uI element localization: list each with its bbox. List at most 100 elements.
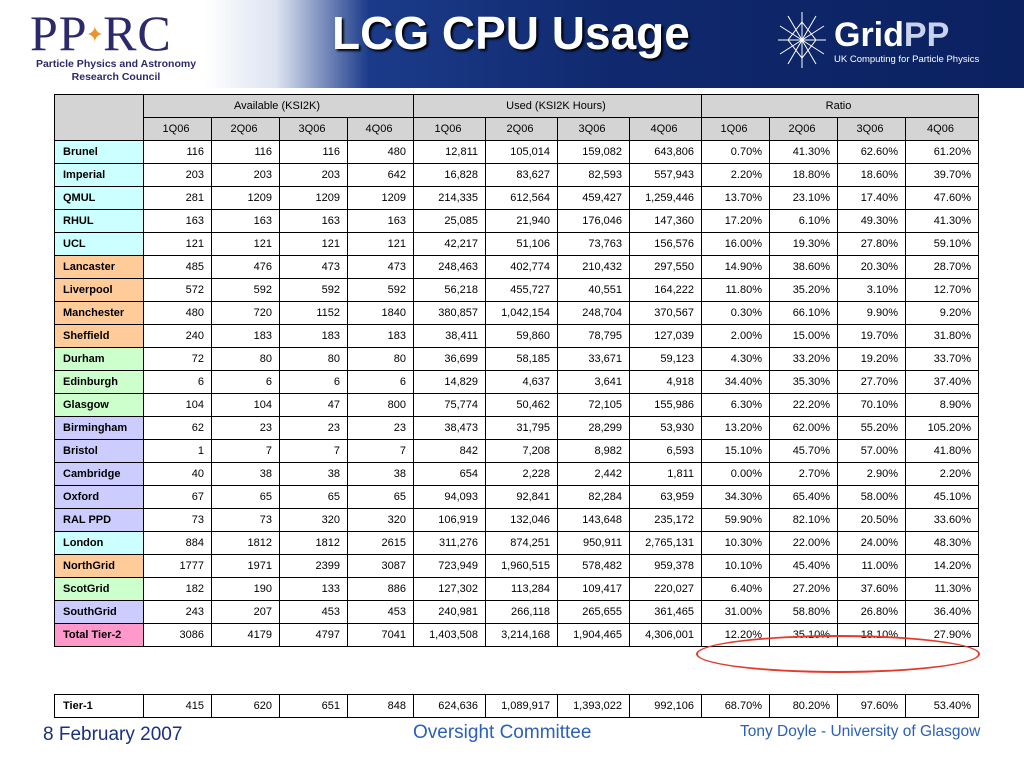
ratio-value-cell: 33.20%: [769, 347, 838, 371]
site-name-cell: Oxford: [54, 485, 144, 509]
site-name-cell: QMUL: [54, 186, 144, 210]
available-value-cell: 1209: [211, 186, 280, 210]
ratio-value-cell: 2.90%: [837, 462, 906, 486]
group-header-row: Available (KSI2K) Used (KSI2K Hours) Rat…: [54, 94, 979, 141]
used-value-cell: 92,841: [485, 485, 558, 509]
used-value-cell: 38,473: [413, 416, 486, 440]
table-row: Brunel 116 116 116 480 12,811 105,014 159,082 64…: [54, 140, 979, 164]
site-name-cell: NorthGrid: [54, 554, 144, 578]
available-value-cell: 240: [143, 324, 212, 348]
used-value-cell: 624,636: [413, 694, 486, 718]
used-value-cell: 248,704: [557, 301, 630, 325]
pparc-logo: PP✦RC Particle Physics and Astronomy Res…: [30, 8, 210, 84]
used-value-cell: 210,432: [557, 255, 630, 279]
available-value-cell: 67: [143, 485, 212, 509]
used-value-cell: 73,763: [557, 232, 630, 256]
ratio-value-cell: 6.10%: [769, 209, 838, 233]
used-value-cell: 7,208: [485, 439, 558, 463]
available-value-cell: 104: [143, 393, 212, 417]
table-row: RAL PPD 73 73 320 320 106,919 132,046 143,648 23…: [54, 508, 979, 532]
used-value-cell: 6,593: [629, 439, 702, 463]
used-value-cell: 612,564: [485, 186, 558, 210]
available-value-cell: 23: [211, 416, 280, 440]
ratio-value-cell: 35.20%: [769, 278, 838, 302]
ratio-value-cell: 18.80%: [769, 163, 838, 187]
available-value-cell: 133: [279, 577, 348, 601]
corner-header-cell: [54, 94, 144, 141]
used-value-cell: 33,671: [557, 347, 630, 371]
used-value-cell: 1,960,515: [485, 554, 558, 578]
ratio-value-cell: 2.70%: [769, 462, 838, 486]
ratio-value-cell: 22.00%: [769, 531, 838, 555]
available-value-cell: 7: [279, 439, 348, 463]
used-value-cell: 127,039: [629, 324, 702, 348]
used-value-cell: 176,046: [557, 209, 630, 233]
used-value-cell: 159,082: [557, 140, 630, 164]
used-value-cell: 297,550: [629, 255, 702, 279]
ratio-value-cell: 97.60%: [837, 694, 906, 718]
gridpp-wordmark: GridPP: [834, 16, 950, 54]
ratio-value-cell: 17.40%: [837, 186, 906, 210]
used-value-cell: 14,829: [413, 370, 486, 394]
site-name-cell: Glasgow: [54, 393, 144, 417]
used-value-cell: 82,593: [557, 163, 630, 187]
table-row: UCL 121 121 121 121 42,217 51,106 73,763 156,576…: [54, 232, 979, 256]
available-value-cell: 23: [347, 416, 414, 440]
table-row: Durham 72 80 80 80 36,699 58,185 33,671 59,123 4.…: [54, 347, 979, 371]
available-value-cell: 572: [143, 278, 212, 302]
ratio-value-cell: 65.40%: [769, 485, 838, 509]
ratio-value-cell: 23.10%: [769, 186, 838, 210]
tier1-table: Tier-1 415 620 651 848 624,636 1,089,917 1,393,…: [54, 694, 979, 718]
used-value-cell: 557,943: [629, 163, 702, 187]
used-value-cell: 1,811: [629, 462, 702, 486]
ratio-value-cell: 9.90%: [837, 301, 906, 325]
ratio-value-cell: 10.30%: [701, 531, 770, 555]
available-value-cell: 1840: [347, 301, 414, 325]
available-value-cell: 47: [279, 393, 348, 417]
ratio-quarter-header: 1Q06: [701, 117, 770, 141]
used-value-cell: 83,627: [485, 163, 558, 187]
ratio-value-cell: 19.20%: [837, 347, 906, 371]
used-value-cell: 959,378: [629, 554, 702, 578]
ratio-value-cell: 45.10%: [905, 485, 979, 509]
available-value-cell: 3086: [143, 623, 212, 647]
highlight-ellipse: [696, 635, 980, 673]
ratio-value-cell: 80.20%: [769, 694, 838, 718]
ratio-value-cell: 9.20%: [905, 301, 979, 325]
used-value-cell: 50,462: [485, 393, 558, 417]
available-value-cell: 121: [347, 232, 414, 256]
quarter-header-row: 1Q06 2Q06 3Q06 4Q06 1Q06 2Q06 3Q06 4Q06 1Q06 2Q06…: [55, 117, 979, 141]
ratio-value-cell: 70.10%: [837, 393, 906, 417]
ratio-value-cell: 15.10%: [701, 439, 770, 463]
available-value-cell: 1: [143, 439, 212, 463]
table-row: QMUL 281 1209 1209 1209 214,335 612,564 459,427…: [54, 186, 979, 210]
used-value-cell: 78,795: [557, 324, 630, 348]
site-name-cell: Manchester: [54, 301, 144, 325]
ratio-quarter-header: 3Q06: [837, 117, 906, 141]
available-value-cell: 1152: [279, 301, 348, 325]
used-value-cell: 59,860: [485, 324, 558, 348]
used-value-cell: 266,118: [485, 600, 558, 624]
available-value-cell: 73: [211, 508, 280, 532]
site-name-cell: Durham: [54, 347, 144, 371]
site-name-cell: Imperial: [54, 163, 144, 187]
available-value-cell: 3087: [347, 554, 414, 578]
available-value-cell: 80: [347, 347, 414, 371]
used-value-cell: 311,276: [413, 531, 486, 555]
table-row: Tier-1 415 620 651 848 624,636 1,089,917 1,393,…: [54, 694, 979, 718]
available-value-cell: 415: [143, 694, 212, 718]
gridpp-logo: GridPP UK Computing for Particle Physics: [776, 10, 1016, 80]
used-value-cell: 63,959: [629, 485, 702, 509]
available-value-cell: 592: [211, 278, 280, 302]
ratio-value-cell: 34.40%: [701, 370, 770, 394]
available-value-cell: 651: [279, 694, 348, 718]
table-row: Cambridge 40 38 38 38 654 2,228 2,442 1,811 0.00%…: [54, 462, 979, 486]
ratio-value-cell: 37.40%: [905, 370, 979, 394]
available-value-cell: 183: [279, 324, 348, 348]
available-value-cell: 4179: [211, 623, 280, 647]
used-value-cell: 1,403,508: [413, 623, 486, 647]
available-value-cell: 121: [211, 232, 280, 256]
available-value-cell: 473: [279, 255, 348, 279]
ratio-value-cell: 31.80%: [905, 324, 979, 348]
slide-header: PP✦RC Particle Physics and Astronomy Res…: [0, 0, 1024, 88]
